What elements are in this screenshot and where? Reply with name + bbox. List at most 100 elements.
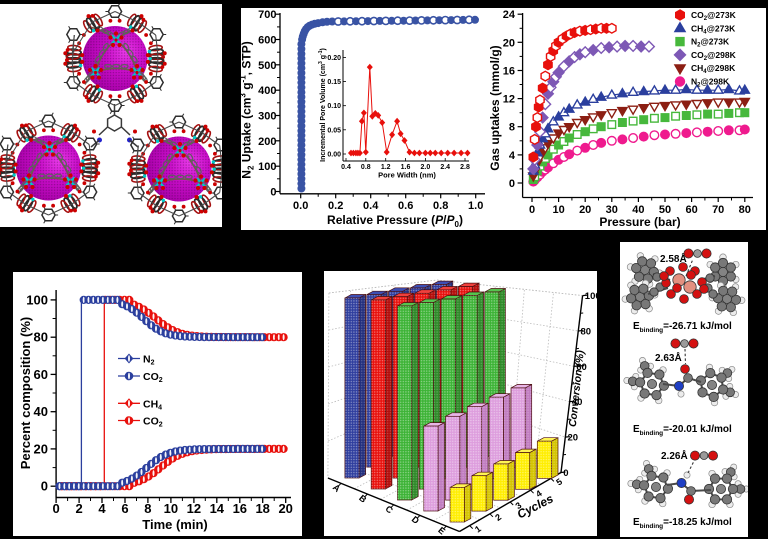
svg-text:24: 24 <box>503 9 516 21</box>
svg-text:N2: N2 <box>143 354 155 367</box>
svg-text:N2 Uptake (cm3 g-1, STP): N2 Uptake (cm3 g-1, STP) <box>241 41 256 178</box>
svg-text:4: 4 <box>98 501 106 516</box>
svg-text:2: 2 <box>75 501 82 516</box>
svg-text:Pore Width (nm): Pore Width (nm) <box>378 171 436 180</box>
svg-text:0: 0 <box>52 501 59 516</box>
svg-text:0.8: 0.8 <box>433 200 448 212</box>
svg-text:20: 20 <box>503 37 515 49</box>
svg-text:60: 60 <box>685 204 697 216</box>
svg-text:0.00: 0.00 <box>327 152 341 159</box>
svg-text:20: 20 <box>568 433 579 444</box>
svg-text:400: 400 <box>258 85 276 97</box>
svg-text:Pressure (bar): Pressure (bar) <box>599 215 680 229</box>
svg-text:40: 40 <box>34 404 48 419</box>
svg-text:40: 40 <box>572 397 583 408</box>
svg-text:20: 20 <box>34 441 48 456</box>
svg-text:Ebinding=-20.01 kJ/mol: Ebinding=-20.01 kJ/mol <box>633 424 732 437</box>
svg-text:Percent composition (%): Percent composition (%) <box>18 317 33 469</box>
svg-text:10: 10 <box>164 501 178 516</box>
svg-text:2.63Å: 2.63Å <box>655 351 682 364</box>
svg-text:1.0: 1.0 <box>468 200 483 212</box>
svg-text:0: 0 <box>41 479 48 494</box>
svg-text:2.4: 2.4 <box>440 164 450 171</box>
svg-text:1.6: 1.6 <box>401 164 411 171</box>
svg-text:50: 50 <box>659 204 671 216</box>
svg-text:16: 16 <box>233 501 247 516</box>
svg-text:20: 20 <box>579 204 591 216</box>
svg-text:D: D <box>410 514 422 526</box>
svg-text:18: 18 <box>255 501 269 516</box>
svg-text:0: 0 <box>563 468 568 479</box>
svg-text:100: 100 <box>26 292 48 307</box>
svg-text:0.0: 0.0 <box>293 200 308 212</box>
svg-text:70: 70 <box>712 204 724 216</box>
svg-text:Ebinding=-18.25 kJ/mol: Ebinding=-18.25 kJ/mol <box>633 517 732 530</box>
svg-text:CO2@298K: CO2@298K <box>691 50 737 62</box>
svg-text:600: 600 <box>258 35 276 47</box>
svg-text:0: 0 <box>529 204 535 216</box>
svg-text:14: 14 <box>210 501 225 516</box>
svg-text:0.4: 0.4 <box>363 200 379 212</box>
svg-text:2.26Å: 2.26Å <box>661 449 688 462</box>
svg-text:20: 20 <box>278 501 292 516</box>
svg-text:2.8: 2.8 <box>460 164 470 171</box>
svg-text:8: 8 <box>509 122 515 134</box>
svg-text:8: 8 <box>144 501 151 516</box>
svg-text:12: 12 <box>187 501 201 516</box>
svg-text:A: A <box>331 482 343 494</box>
svg-text:2.58Å: 2.58Å <box>660 252 687 265</box>
svg-text:0.8: 0.8 <box>361 164 371 171</box>
svg-text:Gas uptakes (mmol/g): Gas uptakes (mmol/g) <box>488 45 502 170</box>
svg-text:0.6: 0.6 <box>398 200 413 212</box>
svg-text:2: 2 <box>493 512 503 523</box>
svg-text:0.2: 0.2 <box>328 200 343 212</box>
svg-text:500: 500 <box>258 60 276 72</box>
svg-text:0.05: 0.05 <box>327 127 341 134</box>
svg-text:N2@273K: N2@273K <box>691 37 730 49</box>
svg-text:16: 16 <box>503 66 515 78</box>
svg-text:E: E <box>436 525 447 536</box>
svg-text:60: 60 <box>576 362 587 373</box>
svg-text:700: 700 <box>258 9 276 21</box>
svg-text:0: 0 <box>509 178 515 190</box>
svg-text:0.20: 0.20 <box>327 55 341 62</box>
svg-text:Incremental Pore Volume (cm3 g: Incremental Pore Volume (cm3 g-1) <box>318 48 327 162</box>
svg-text:0.4: 0.4 <box>341 164 351 171</box>
svg-text:1: 1 <box>473 524 483 535</box>
svg-text:Time (min): Time (min) <box>142 517 208 532</box>
svg-text:80: 80 <box>581 327 592 338</box>
svg-text:300: 300 <box>258 111 276 123</box>
svg-text:CO2: CO2 <box>143 371 163 384</box>
svg-text:40: 40 <box>632 204 644 216</box>
svg-text:30: 30 <box>606 204 618 216</box>
svg-text:100: 100 <box>258 161 276 173</box>
svg-text:60: 60 <box>34 367 48 382</box>
svg-text:5: 5 <box>554 476 564 487</box>
svg-text:C: C <box>383 504 395 516</box>
svg-text:CO2@273K: CO2@273K <box>691 10 737 22</box>
svg-text:10: 10 <box>552 204 564 216</box>
svg-text:1.2: 1.2 <box>381 164 391 171</box>
svg-text:2.0: 2.0 <box>421 164 431 171</box>
svg-text:CH4: CH4 <box>143 398 162 411</box>
svg-text:CH4@298K: CH4@298K <box>691 63 736 75</box>
svg-text:80: 80 <box>34 330 48 345</box>
svg-text:N2@298K: N2@298K <box>691 77 730 89</box>
svg-text:6: 6 <box>121 501 128 516</box>
svg-text:3: 3 <box>514 500 524 511</box>
svg-text:Conversion (%): Conversion (%) <box>567 349 587 427</box>
svg-text:80: 80 <box>739 204 751 216</box>
svg-text:200: 200 <box>258 136 276 148</box>
svg-text:4: 4 <box>534 488 544 499</box>
svg-text:12: 12 <box>503 94 515 106</box>
svg-text:Ebinding=-26.71 kJ/mol: Ebinding=-26.71 kJ/mol <box>633 321 732 334</box>
svg-text:0.10: 0.10 <box>327 103 341 110</box>
svg-text:CO2: CO2 <box>143 416 163 429</box>
svg-text:0: 0 <box>270 187 276 199</box>
svg-text:Relative Pressure (P/P0): Relative Pressure (P/P0) <box>327 213 463 229</box>
svg-text:100: 100 <box>585 291 597 302</box>
svg-text:CH4@273K: CH4@273K <box>691 23 736 35</box>
svg-text:B: B <box>357 493 369 505</box>
svg-text:0.15: 0.15 <box>327 79 341 86</box>
svg-text:4: 4 <box>509 150 516 162</box>
